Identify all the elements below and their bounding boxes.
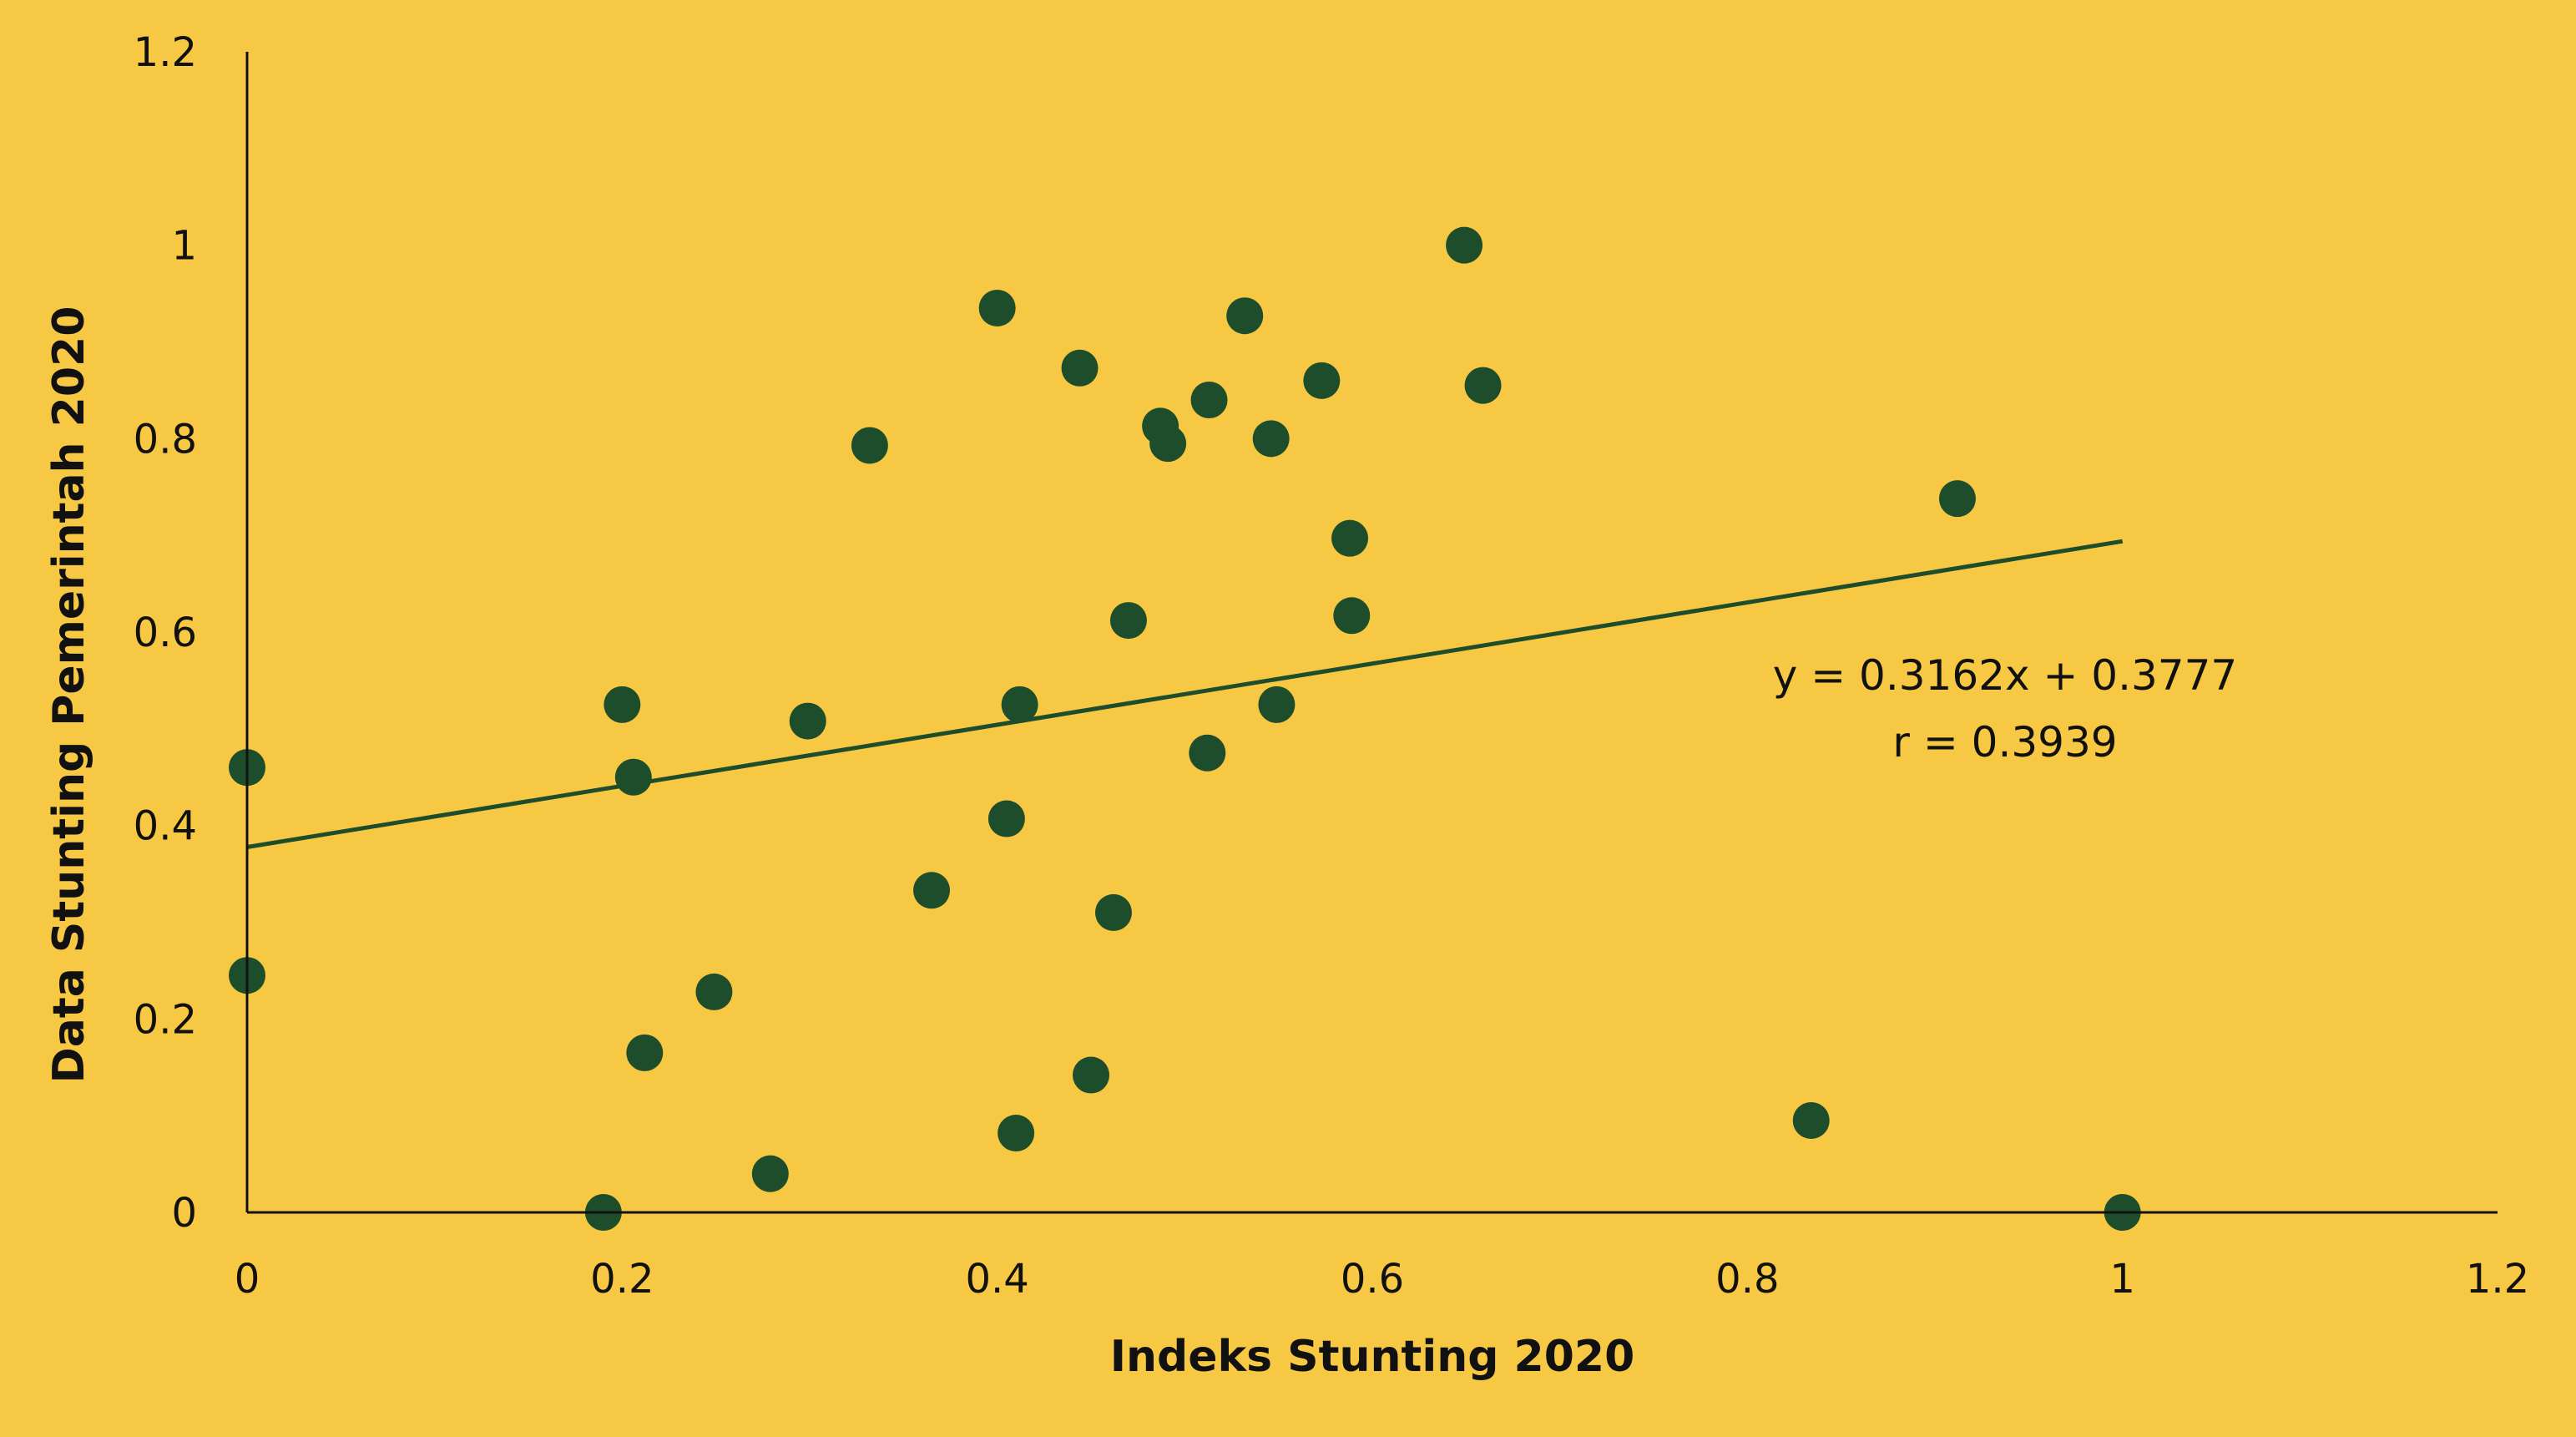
data-point [1252, 420, 1290, 458]
y-tick-label: 0 [171, 1190, 197, 1237]
y-tick-label: 0.8 [134, 416, 197, 463]
data-point [851, 427, 888, 464]
data-point [987, 800, 1025, 837]
data-point [604, 686, 641, 723]
x-tick-label: 1 [2109, 1256, 2135, 1303]
data-point [1094, 893, 1132, 931]
data-point [1149, 425, 1187, 463]
x-tick-label: 0.2 [590, 1256, 654, 1303]
data-point [1446, 226, 1483, 264]
y-tick-label: 0.2 [134, 996, 197, 1043]
y-tick-label: 0.6 [134, 610, 197, 656]
y-tick-label: 0.4 [134, 803, 197, 850]
trendline [246, 539, 2124, 849]
data-point [1464, 367, 1502, 404]
y-tick-label: 1.2 [134, 29, 197, 76]
x-tick-label: 0 [235, 1256, 260, 1303]
data-point [1061, 349, 1099, 387]
data-point [1190, 382, 1228, 418]
data-point [789, 702, 826, 740]
data-points [229, 226, 2141, 1231]
data-point [1226, 297, 1264, 335]
data-point [695, 973, 733, 1010]
data-point [978, 289, 1016, 326]
data-point [751, 1155, 789, 1192]
data-point [1001, 686, 1038, 723]
trendline-layer [246, 539, 2124, 849]
x-tick-label: 0.4 [965, 1256, 1028, 1303]
data-point [1258, 686, 1296, 723]
data-point [614, 758, 652, 796]
data-point [998, 1115, 1035, 1152]
correlation-coefficient: r = 0.3939 [1892, 718, 2117, 767]
x-tick-label: 1.2 [2466, 1256, 2529, 1303]
data-point [1331, 519, 1369, 557]
data-point [626, 1034, 664, 1071]
data-point [1303, 362, 1341, 399]
trendline-equation: y = 0.3162x + 0.3777 [1773, 651, 2237, 700]
y-tick-label: 1 [171, 223, 197, 270]
y-axis-title: Data Stunting Pemerintah 2020 [44, 306, 94, 1084]
x-axis-title: Indeks Stunting 2020 [1110, 1332, 1635, 1382]
data-point [1109, 602, 1147, 640]
y-tick-labels: 0 0.2 0.4 0.6 0.8 1 1.2 [134, 29, 197, 1237]
data-point [1073, 1056, 1109, 1094]
data-point [1189, 734, 1226, 772]
data-point [1792, 1101, 1830, 1139]
x-tick-label: 0.6 [1341, 1256, 1404, 1303]
data-point [1938, 480, 1976, 518]
x-tick-label: 0.8 [1715, 1256, 1779, 1303]
x-tick-labels: 0 0.2 0.4 0.6 0.8 1 1.2 [235, 1256, 2529, 1303]
data-point [913, 872, 951, 909]
data-point [1333, 597, 1371, 635]
